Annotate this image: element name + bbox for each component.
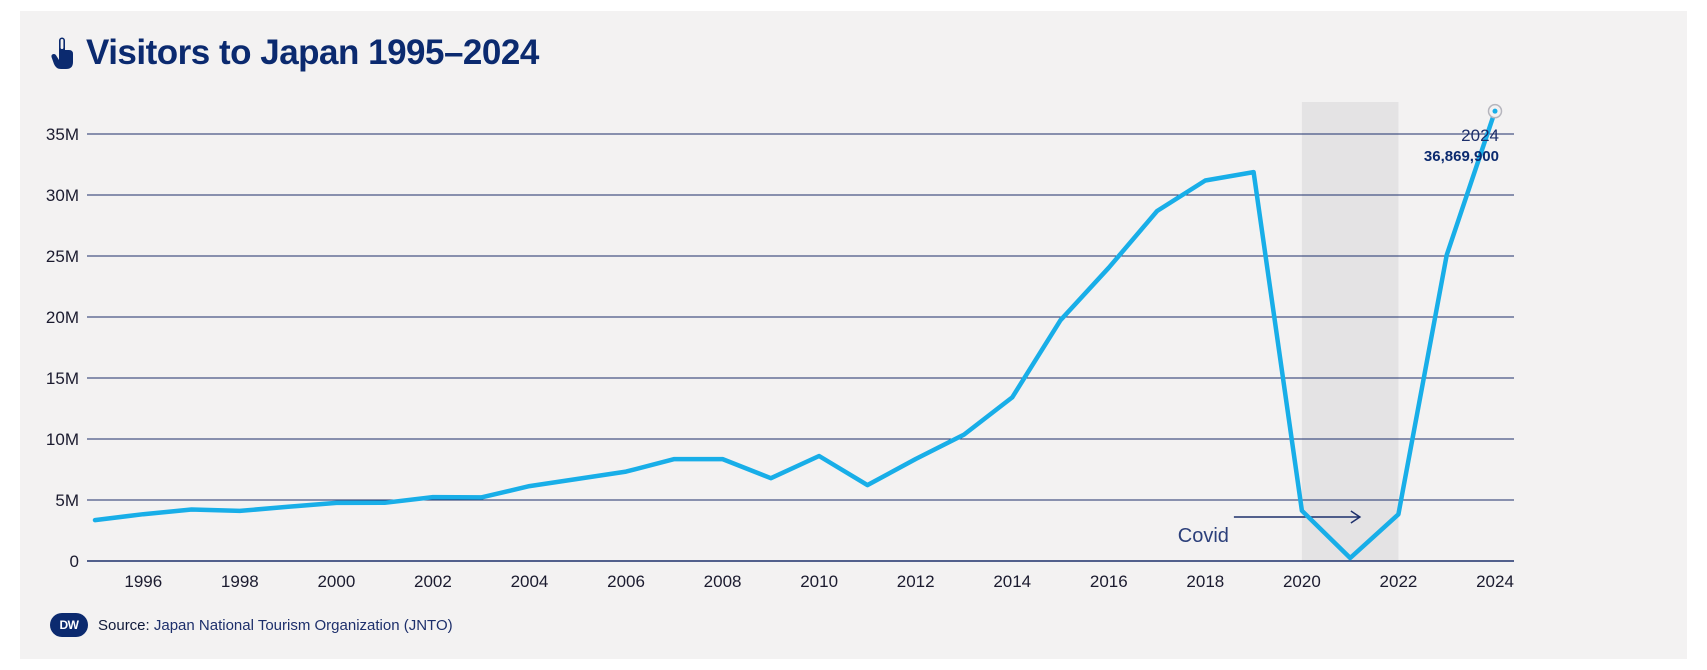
- dw-logo: DW: [50, 613, 88, 637]
- x-tick-label: 2020: [1283, 572, 1321, 591]
- source-text: Source: Japan National Tourism Organizat…: [98, 617, 453, 634]
- x-tick-label: 2002: [414, 572, 452, 591]
- dw-logo-text: DW: [59, 618, 80, 632]
- x-tick-label: 2018: [1186, 572, 1224, 591]
- x-tick-label: 2006: [607, 572, 645, 591]
- x-tick-label: 1996: [124, 572, 162, 591]
- x-tick-label: 2008: [704, 572, 742, 591]
- x-tick-label: 2022: [1380, 572, 1418, 591]
- y-tick-label: 20M: [46, 308, 79, 327]
- y-tick-label: 10M: [46, 430, 79, 449]
- chart-card: 0 5M 10M 15M 20M 25M 30M 35M 1996 1998 2000 2002 200…: [20, 11, 1687, 659]
- title-row: Visitors to Japan 1995–2024: [50, 33, 539, 73]
- covid-shaded-region: [1301, 102, 1399, 561]
- x-tick-label: 2010: [800, 572, 838, 591]
- y-tick-label: 5M: [55, 491, 79, 510]
- hand-pointer-icon: [51, 37, 73, 69]
- x-tick-label: 2012: [897, 572, 935, 591]
- y-tick-label: 25M: [46, 247, 79, 266]
- annotation-year: 2024: [1461, 126, 1499, 145]
- line-chart: 0 5M 10M 15M 20M 25M 30M 35M 1996 1998 2000 2002 200…: [46, 102, 1514, 591]
- source-footer: DW Source: Japan National Tourism Organi…: [50, 613, 453, 637]
- x-tick-label: 2000: [317, 572, 355, 591]
- x-tick-label: 2014: [993, 572, 1031, 591]
- y-tick-label: 0: [70, 552, 79, 571]
- x-tick-label: 2004: [511, 572, 549, 591]
- chart-title: Visitors to Japan 1995–2024: [86, 33, 539, 72]
- x-tick-label: 2024: [1476, 572, 1514, 591]
- series-line: [92, 108, 1498, 561]
- annotation-marker-dot: [1492, 108, 1498, 114]
- x-tick-label: 1998: [221, 572, 259, 591]
- source-label: Source:: [98, 616, 150, 634]
- y-tick-label: 35M: [46, 125, 79, 144]
- x-tick-label: 2016: [1090, 572, 1128, 591]
- y-tick-label: 30M: [46, 186, 79, 205]
- y-tick-label: 15M: [46, 369, 79, 388]
- covid-label: Covid: [1178, 525, 1229, 547]
- annotation-value: 36,869,900: [1424, 148, 1499, 165]
- covid-arrow-head: [1350, 510, 1362, 524]
- source-value: Japan National Tourism Organization (JNT…: [153, 616, 453, 634]
